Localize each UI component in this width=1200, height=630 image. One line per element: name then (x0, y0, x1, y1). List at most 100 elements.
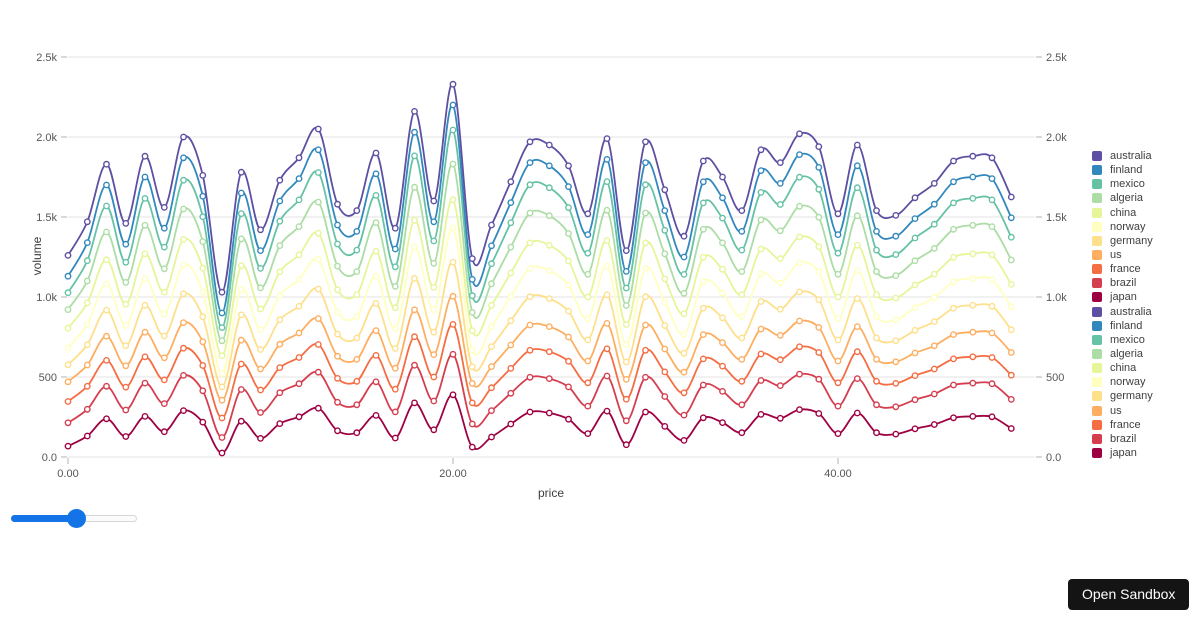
series-point-brazil[interactable] (141, 379, 149, 387)
series-point-japan[interactable] (642, 408, 649, 416)
series-point-germany[interactable] (295, 302, 303, 310)
series-point-germany[interactable] (430, 328, 438, 336)
series-point-brazil[interactable] (218, 434, 226, 441)
series-point-germany[interactable] (911, 326, 919, 334)
series-point-japan[interactable] (199, 418, 207, 426)
series-point-brazil[interactable] (622, 417, 630, 425)
series-point-mexico[interactable] (642, 181, 649, 189)
series-point-france[interactable] (411, 333, 418, 341)
series-point-germany[interactable] (719, 314, 726, 322)
series-point-australia[interactable] (969, 152, 977, 160)
series-point-brazil[interactable] (276, 389, 284, 397)
series-point-us[interactable] (160, 354, 168, 362)
series-point-australia[interactable] (776, 159, 784, 167)
series-point-australia[interactable] (295, 154, 303, 162)
series-point-germany[interactable] (853, 295, 861, 302)
series-point-norway[interactable] (757, 270, 765, 278)
series-point-germany[interactable] (622, 358, 630, 366)
series-point-japan[interactable] (372, 411, 380, 419)
series-point-mexico[interactable] (83, 257, 91, 265)
series-point-brazil[interactable] (950, 381, 957, 389)
series-point-germany[interactable] (160, 332, 168, 340)
series-point-finland[interactable] (468, 275, 476, 283)
series-point-finland[interactable] (199, 192, 207, 200)
series-point-germany[interactable] (776, 305, 784, 313)
series-point-finland[interactable] (661, 207, 669, 215)
series-point-australia[interactable] (950, 157, 957, 165)
series-point-china[interactable] (584, 293, 592, 301)
series-point-norway[interactable] (411, 243, 418, 251)
series-point-china[interactable] (507, 269, 515, 277)
series-point-japan[interactable] (103, 415, 110, 423)
series-point-us[interactable] (180, 319, 187, 326)
series-point-japan[interactable] (160, 428, 168, 436)
series-point-germany[interactable] (661, 322, 669, 329)
series-point-finland[interactable] (391, 245, 399, 253)
series-point-brazil[interactable] (334, 398, 341, 406)
series-point-brazil[interactable] (911, 396, 919, 404)
series-point-brazil[interactable] (1007, 395, 1015, 403)
series-point-france[interactable] (680, 389, 688, 397)
series-point-france[interactable] (1007, 371, 1015, 379)
series-point-brazil[interactable] (314, 368, 322, 376)
series-point-germany[interactable] (815, 296, 823, 303)
legend-item-australia[interactable]: australia (1092, 305, 1153, 319)
series-point-germany[interactable] (103, 306, 110, 314)
series-point-mexico[interactable] (699, 199, 707, 207)
series-point-australia[interactable] (488, 221, 495, 229)
series-point-china[interactable] (353, 291, 361, 298)
series-point-germany[interactable] (314, 285, 322, 293)
series-point-france[interactable] (353, 377, 361, 385)
series-point-mexico[interactable] (141, 194, 149, 202)
series-point-norway[interactable] (122, 322, 130, 329)
series-point-finland[interactable] (430, 218, 438, 226)
series-point-us[interactable] (776, 331, 784, 339)
series-point-japan[interactable] (141, 412, 149, 420)
series-point-japan[interactable] (950, 414, 957, 422)
series-point-china[interactable] (122, 300, 130, 308)
series-point-finland[interactable] (719, 194, 726, 202)
series-point-australia[interactable] (1007, 193, 1015, 201)
series-point-france[interactable] (276, 364, 284, 371)
series-point-france[interactable] (199, 362, 207, 369)
series-point-us[interactable] (930, 342, 938, 350)
series-point-mexico[interactable] (160, 243, 168, 251)
series-point-mexico[interactable] (180, 176, 187, 184)
series-point-germany[interactable] (391, 345, 399, 352)
series-point-finland[interactable] (526, 159, 534, 167)
series-point-germany[interactable] (930, 318, 938, 325)
series-point-australia[interactable] (565, 162, 572, 170)
series-point-finland[interactable] (642, 159, 649, 167)
series-point-algeria[interactable] (353, 268, 361, 275)
series-point-china[interactable] (314, 229, 322, 237)
series-point-finland[interactable] (218, 309, 226, 317)
series-point-algeria[interactable] (719, 239, 726, 247)
series-point-algeria[interactable] (218, 337, 226, 345)
series-point-germany[interactable] (353, 334, 361, 342)
series-point-brazil[interactable] (738, 401, 746, 409)
series-point-us[interactable] (680, 368, 688, 376)
series-point-us[interactable] (141, 328, 149, 336)
series-point-algeria[interactable] (969, 221, 977, 229)
series-point-finland[interactable] (411, 128, 418, 136)
series-point-germany[interactable] (526, 293, 534, 301)
series-point-norway[interactable] (391, 325, 399, 333)
series-point-france[interactable] (141, 353, 149, 361)
series-point-norway[interactable] (83, 320, 91, 328)
series-point-mexico[interactable] (276, 217, 284, 225)
series-point-norway[interactable] (237, 286, 245, 293)
series-point-finland[interactable] (584, 231, 592, 239)
series-point-norway[interactable] (642, 264, 649, 272)
series-point-mexico[interactable] (757, 188, 765, 196)
series-point-japan[interactable] (430, 426, 438, 434)
series-point-algeria[interactable] (930, 244, 938, 252)
series-point-norway[interactable] (468, 346, 476, 354)
series-point-china[interactable] (160, 288, 168, 296)
series-point-brazil[interactable] (930, 390, 938, 398)
series-point-australia[interactable] (796, 130, 803, 138)
series-point-france[interactable] (950, 355, 957, 363)
series-point-australia[interactable] (738, 207, 746, 215)
series-point-china[interactable] (603, 237, 611, 244)
series-point-france[interactable] (295, 354, 303, 361)
